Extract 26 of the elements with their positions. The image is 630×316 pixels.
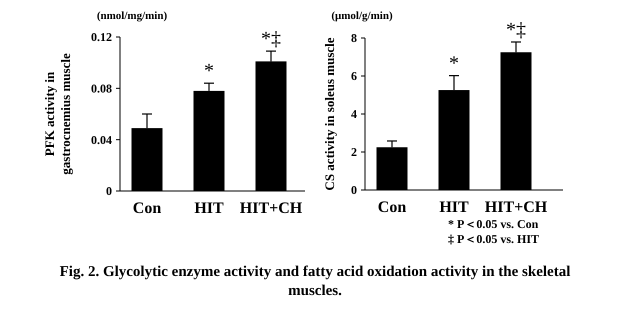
- x-tick-label: HIT+CH: [484, 199, 548, 216]
- y-tick-label: 6: [351, 69, 357, 84]
- annotation: *‡: [261, 28, 281, 50]
- y-tick-label: 0: [351, 183, 357, 198]
- y-tick-label: 8: [351, 31, 357, 46]
- annotation: *‡: [506, 18, 526, 41]
- y-axis-title: CS activity in soleus muscle: [322, 37, 337, 191]
- x-tick-label: Con: [378, 199, 406, 216]
- text: ‡ P＜0.05 vs. HIT: [448, 232, 540, 246]
- text: * P＜0.05 vs. Con: [448, 217, 539, 231]
- y-tick-label: 0.12: [91, 30, 112, 44]
- caption: Fig. 2. Glycolytic enzyme activity and fatty acid oxidation activity in the skeletal muscles.: [60, 264, 570, 299]
- x-tick-label: HIT: [194, 200, 224, 217]
- annotation: *: [204, 60, 214, 82]
- y-tick-label: 0.08: [91, 82, 112, 96]
- y-tick-label: 4: [351, 107, 357, 122]
- x-tick-label: Con: [132, 200, 162, 217]
- y-axis-title: PFK activity in gastrocnemius muscle: [42, 53, 73, 175]
- text: (nmol/mg/min): [96, 10, 168, 22]
- y-tick-label: 0.04: [91, 132, 112, 147]
- text: (μmol/g/min): [331, 10, 393, 22]
- y-tick-label: 0: [106, 184, 112, 198]
- annotation: *: [449, 52, 459, 75]
- x-tick-label: HIT: [439, 199, 469, 216]
- x-tick-label: HIT+CH: [240, 200, 303, 217]
- y-tick-label: 2: [351, 145, 357, 160]
